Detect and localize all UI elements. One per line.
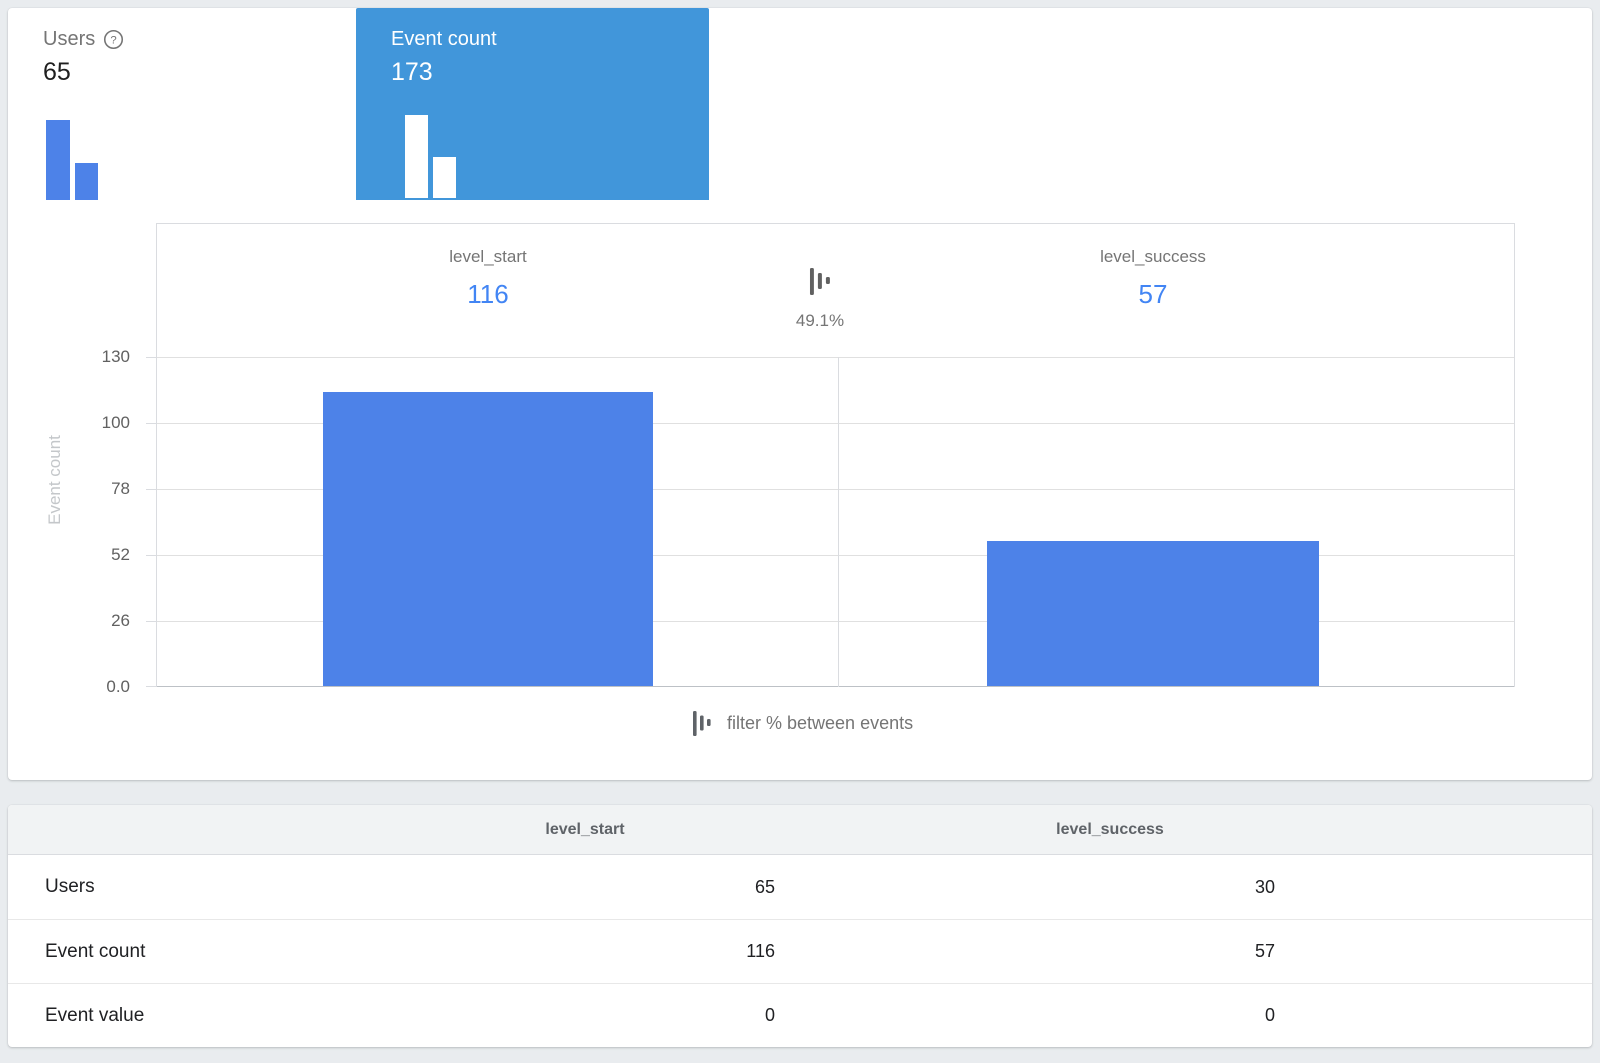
transition-indicator: 49.1% [796, 268, 844, 331]
filter-percent-icon [809, 268, 830, 295]
event-name-level-start: level_start [449, 247, 527, 266]
users-spark-bar-2 [75, 163, 98, 200]
gridline [157, 489, 1514, 490]
metric-tile-event-count-label: Event count [391, 28, 497, 50]
y-tick-52: 52 [111, 545, 130, 564]
help-icon[interactable]: ? [103, 29, 124, 50]
event-count-level-start: 116 [746, 941, 775, 961]
svg-text:?: ? [111, 35, 117, 47]
table-header-row: level_start level_success [8, 805, 1592, 855]
axis-tick [146, 423, 157, 424]
table-header-level-start: level_start [545, 820, 625, 838]
metric-tile-users-value: 65 [43, 58, 71, 86]
event-spark-bar-2 [433, 157, 456, 198]
axis-tick [146, 357, 157, 358]
y-tick-100: 100 [101, 413, 130, 432]
table-row-event-count: Event count 116 57 [8, 919, 1592, 983]
gridline [157, 621, 1514, 622]
event-value-level-start: 0 [764, 1005, 775, 1025]
row-label-users: Users [45, 876, 95, 897]
event-count-level-success: 57 [1138, 279, 1168, 309]
row-label-event-value: Event value [45, 1004, 145, 1026]
event-count-level-start: 116 [467, 279, 509, 309]
users-level-start: 65 [754, 876, 775, 897]
metrics-table: level_start level_success Users 65 30 Ev… [8, 805, 1592, 1047]
gridline [157, 357, 1514, 358]
transition-percentage: 49.1% [795, 311, 845, 330]
y-tick-78: 78 [111, 479, 130, 498]
chart-card: Users ? 65 Event count 173 [8, 8, 1592, 780]
axis-tick [146, 555, 157, 556]
table-row-users: Users 65 30 [8, 855, 1592, 919]
axis-tick [146, 489, 157, 490]
metric-tile-event-count[interactable]: Event count 173 [356, 8, 709, 200]
table-header-level-success: level_success [1056, 820, 1164, 838]
axis-tick [146, 686, 157, 687]
table-row-event-value: Event value 0 0 [8, 983, 1592, 1047]
metric-tile-users-label: Users [43, 28, 96, 50]
event-name-level-success: level_success [1100, 247, 1206, 266]
plot-area [146, 357, 1514, 687]
y-tick-130: 130 [101, 347, 130, 366]
filter-percent-legend-icon [693, 711, 712, 736]
users-spark-bar-1 [46, 120, 70, 200]
metric-tile-users[interactable]: Users ? 65 [8, 8, 356, 200]
row-label-event-count: Event count [45, 940, 146, 962]
gridline [157, 423, 1514, 424]
chart-legend-label: filter % between events [727, 713, 914, 733]
y-tick-0: 0.0 [106, 677, 130, 696]
column-divider [838, 357, 839, 687]
y-tick-26: 26 [111, 611, 130, 630]
gridline [157, 555, 1514, 556]
chart-legend: filter % between events [693, 711, 913, 736]
event-spark-bar-1 [405, 115, 428, 198]
users-level-success: 30 [1254, 876, 1275, 897]
event-count-level-success: 57 [1254, 941, 1275, 961]
axis-tick [146, 621, 157, 622]
funnel-chart: level_start 116 49.1% level_success 57 [146, 223, 1515, 687]
bar-level-success[interactable] [987, 541, 1319, 686]
bar-level-start[interactable] [323, 392, 653, 686]
column-header-level-start: level_start 116 [323, 224, 653, 310]
column-header-level-success: level_success 57 [987, 224, 1319, 310]
metric-tile-event-count-value: 173 [391, 58, 433, 86]
event-value-level-success: 0 [1264, 1005, 1275, 1025]
